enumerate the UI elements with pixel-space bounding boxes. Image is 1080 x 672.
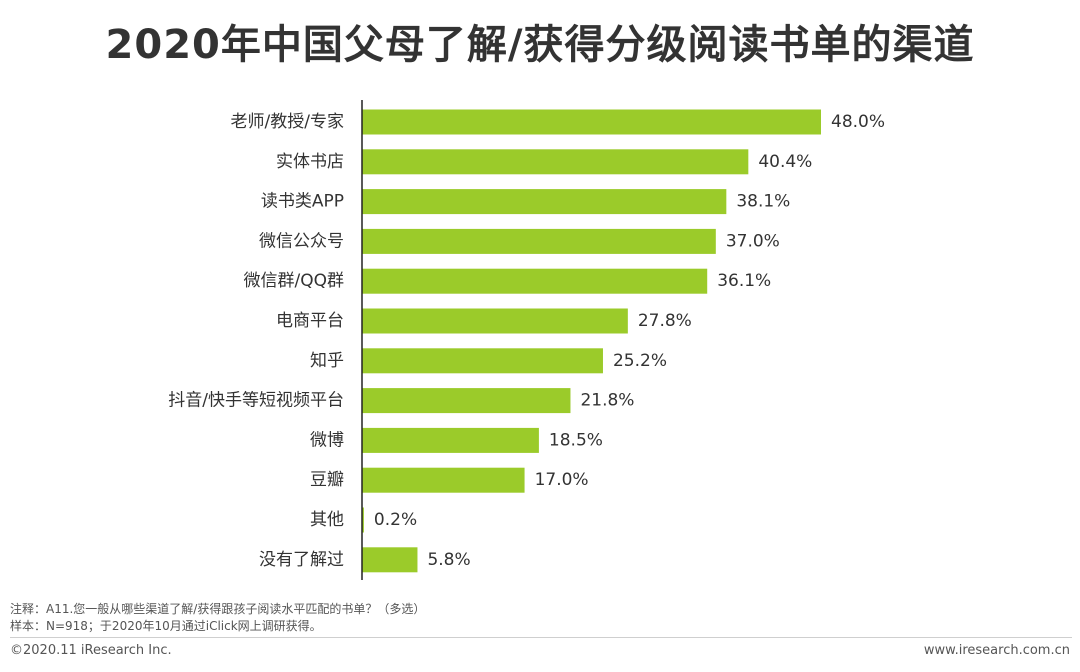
footer-divider: [10, 637, 1072, 638]
bar: [362, 149, 749, 175]
value-label: 36.1%: [717, 271, 771, 291]
value-label: 17.0%: [535, 470, 589, 490]
value-label: 25.2%: [613, 351, 667, 371]
bar: [362, 427, 539, 453]
value-label: 0.2%: [374, 510, 417, 530]
bar: [362, 189, 727, 215]
category-label: 豆瓣: [310, 470, 344, 490]
bar: [362, 467, 525, 493]
bar: [362, 547, 418, 573]
category-label: 微博: [310, 430, 344, 450]
value-label: 18.5%: [549, 430, 603, 450]
chart-note: 注释：A11.您一般从哪些渠道了解/获得跟孩子阅读水平匹配的书单？（多选）: [10, 602, 426, 616]
bar: [362, 308, 628, 334]
category-label: 老师/教授/专家: [231, 112, 344, 132]
bar: [362, 507, 364, 533]
value-label: 40.4%: [758, 152, 812, 172]
bar: [362, 268, 708, 294]
value-label: 27.8%: [638, 311, 692, 331]
value-label: 38.1%: [736, 192, 790, 212]
category-label: 其他: [310, 510, 344, 530]
value-label: 48.0%: [831, 112, 885, 132]
category-label: 微信公众号: [259, 231, 344, 251]
category-label: 没有了解过: [259, 550, 344, 570]
bar: [362, 348, 603, 374]
category-label: 抖音/快手等短视频平台: [168, 391, 344, 411]
value-label: 21.8%: [580, 391, 634, 411]
website-link[interactable]: www.iresearch.com.cn: [923, 643, 1070, 658]
category-label: 知乎: [310, 351, 344, 371]
category-label: 微信群/QQ群: [244, 271, 345, 291]
bar: [362, 109, 821, 135]
value-label: 37.0%: [726, 231, 780, 251]
category-label: 电商平台: [276, 311, 344, 331]
value-label: 5.8%: [427, 550, 470, 570]
category-label: 实体书店: [276, 152, 344, 172]
bar-chart: 老师/教授/专家 48.0% 实体书店 40.4% 读书类APP 38.1% 微信公众号 37…: [168, 100, 885, 580]
chart-title: 2020年中国父母了解/获得分级阅读书单的渠道: [105, 22, 975, 68]
bar: [362, 228, 716, 254]
sample-note: 样本：N=918；于2020年10月通过iClick网上调研获得。: [10, 619, 322, 633]
copyright-text: ©2020.11 iResearch Inc.: [10, 643, 172, 658]
category-label: 读书类APP: [261, 192, 344, 212]
bar: [362, 388, 571, 414]
